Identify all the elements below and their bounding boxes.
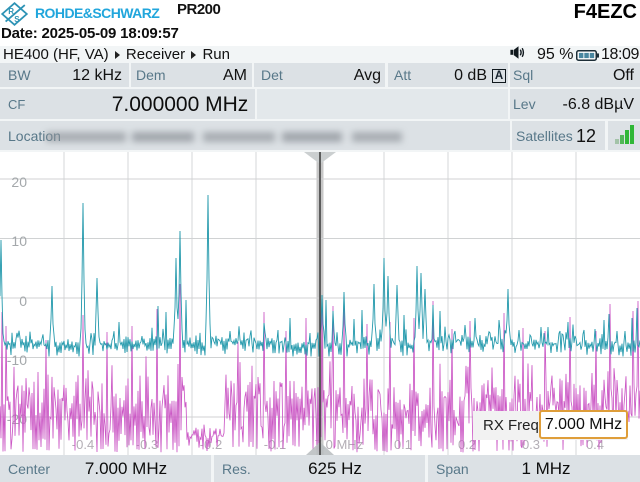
svg-text:R: R bbox=[8, 7, 14, 16]
svg-text:20: 20 bbox=[11, 174, 27, 190]
svg-text:-0.3: -0.3 bbox=[136, 437, 158, 452]
svg-text:0: 0 bbox=[19, 293, 27, 309]
svg-text:S: S bbox=[14, 15, 20, 24]
svg-text:-0.4: -0.4 bbox=[72, 437, 94, 452]
svg-text:10: 10 bbox=[11, 233, 27, 249]
svg-text:-10: -10 bbox=[7, 352, 27, 368]
svg-text:0.3: 0.3 bbox=[522, 437, 540, 452]
svg-text:7.0 MHz: 7.0 MHz bbox=[315, 437, 363, 452]
